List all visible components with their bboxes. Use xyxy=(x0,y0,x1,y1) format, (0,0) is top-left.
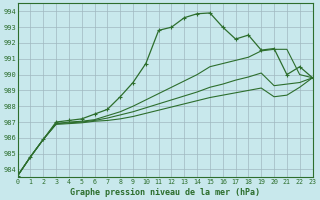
X-axis label: Graphe pression niveau de la mer (hPa): Graphe pression niveau de la mer (hPa) xyxy=(70,188,260,197)
